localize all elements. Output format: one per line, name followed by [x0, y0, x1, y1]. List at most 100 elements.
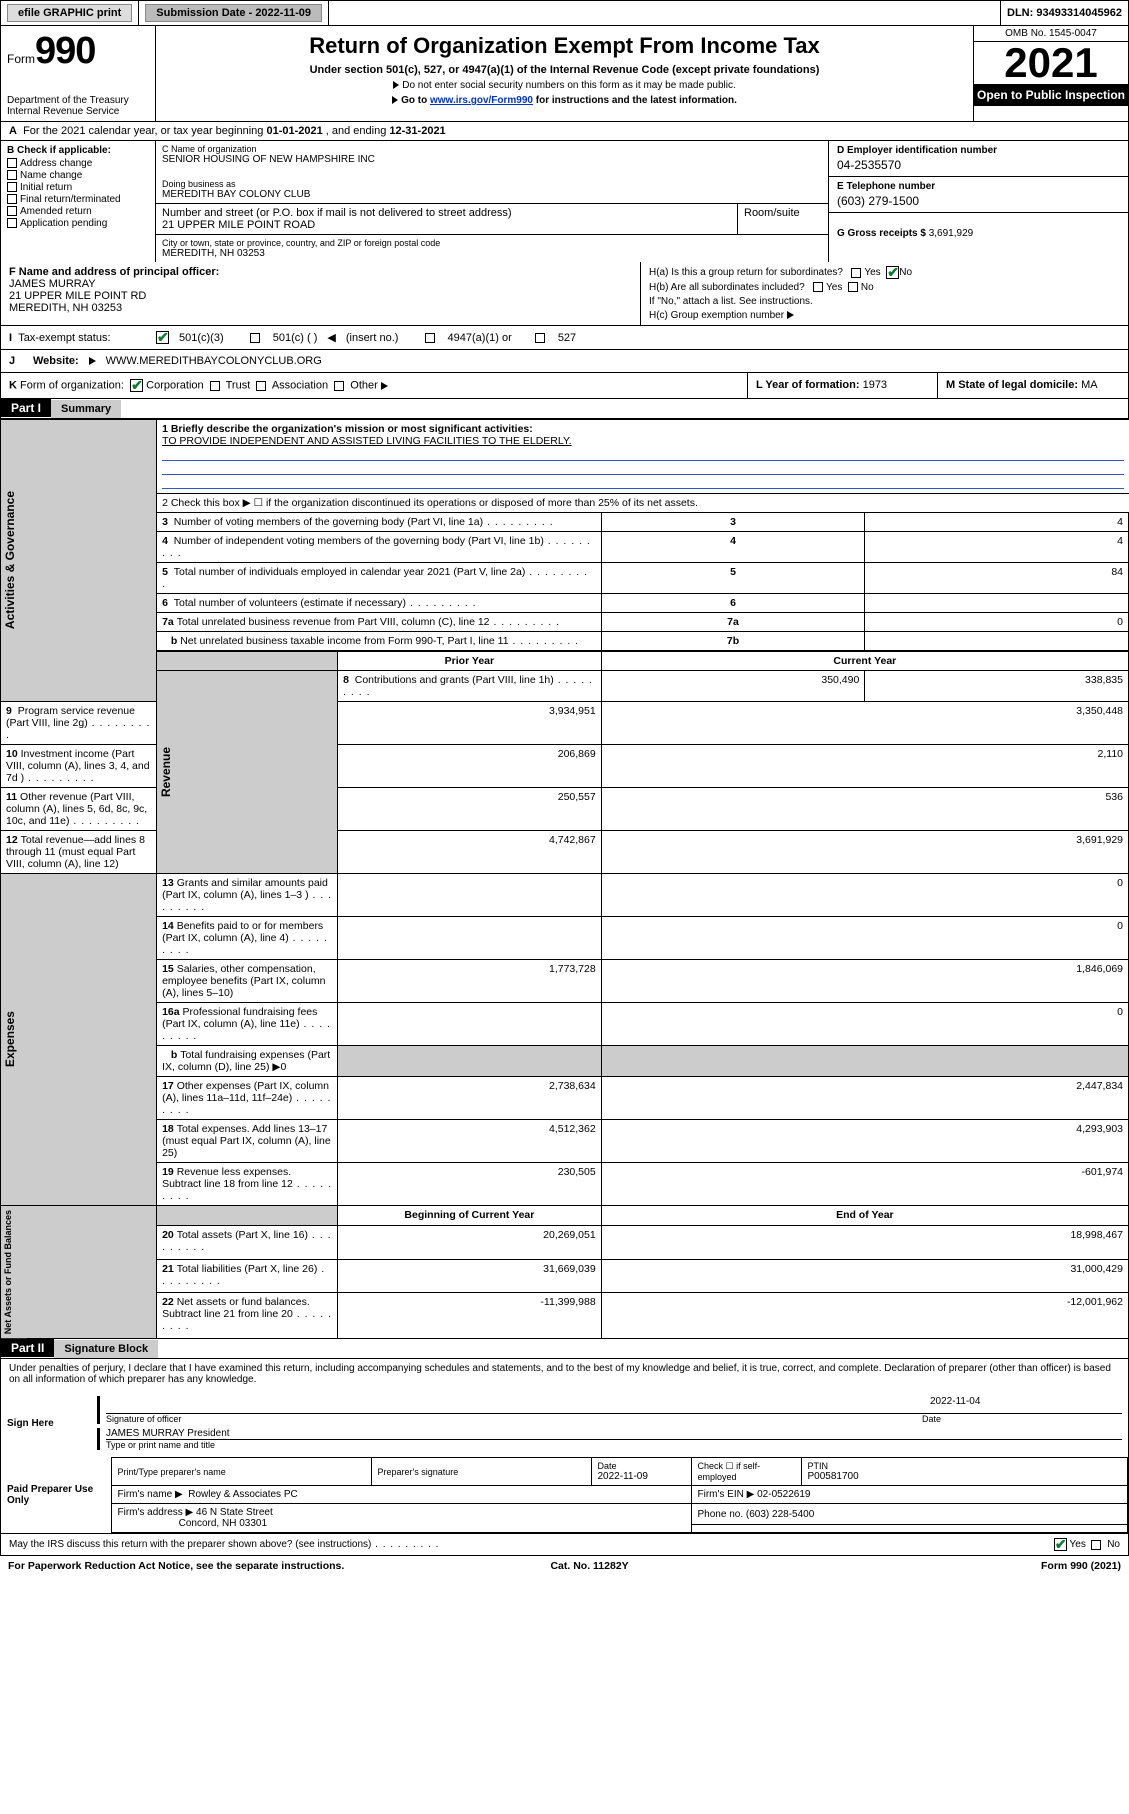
- sign-here-table: Sign Here 2022-11-04 Signature of office…: [1, 1389, 1128, 1457]
- firm-name: Rowley & Associates PC: [188, 1489, 298, 1500]
- part2-title: Signature Block: [54, 1340, 158, 1358]
- side-netassets: Net Assets or Fund Balances: [1, 1206, 27, 1338]
- side-revenue: Revenue: [157, 743, 183, 801]
- tri-icon: [392, 96, 398, 104]
- k-assoc-box[interactable]: [256, 381, 266, 391]
- sum-row-6: 6 Total number of volunteers (estimate i…: [1, 594, 1129, 613]
- hb-yes-box[interactable]: [813, 282, 823, 292]
- org-name: SENIOR HOUSING OF NEW HAMPSHIRE INC: [162, 154, 822, 165]
- sign-here-label: Sign Here: [1, 1389, 91, 1457]
- line-2: 2 Check this box ▶ ☐ if the organization…: [157, 494, 1129, 513]
- form-title: Return of Organization Exempt From Incom…: [166, 33, 963, 59]
- row-j: J Website: WWW.MEREDITHBAYCOLONYCLUB.ORG: [0, 350, 1129, 373]
- tri-icon: [787, 311, 794, 319]
- form-label: Form: [7, 52, 35, 66]
- chk-pending[interactable]: Application pending: [7, 218, 149, 229]
- i-4947-box[interactable]: [425, 333, 435, 343]
- sum-row-5: 5 Total number of individuals employed i…: [1, 563, 1129, 594]
- ty-end: 12-31-2021: [389, 125, 445, 137]
- i-501c-box[interactable]: [250, 333, 260, 343]
- room-label: Room/suite: [744, 207, 822, 219]
- b-label: B Check if applicable:: [7, 145, 149, 156]
- website-link[interactable]: WWW.MEREDITHBAYCOLONYCLUB.ORG: [106, 355, 322, 367]
- block-l: L Year of formation: 1973: [748, 373, 938, 398]
- form-id-block: Form990 Department of the Treasury Inter…: [1, 26, 156, 121]
- ha-no-box[interactable]: [886, 266, 899, 279]
- chk-final[interactable]: Final return/terminated: [7, 194, 149, 205]
- firm-city: Concord, NH 03301: [179, 1518, 267, 1529]
- check-b: B Check if applicable: Address change Na…: [1, 141, 156, 262]
- hb-label: H(b) Are all subordinates included?: [649, 282, 805, 293]
- discuss-no-box[interactable]: [1091, 1540, 1101, 1550]
- k-corp-box[interactable]: [130, 379, 143, 392]
- pp-date: 2022-11-09: [598, 1471, 685, 1482]
- j-lead: J: [9, 355, 23, 367]
- hb-no-box[interactable]: [848, 282, 858, 292]
- col-current-year: Current Year: [601, 651, 1128, 671]
- gross-val: 3,691,929: [929, 228, 974, 239]
- chk-initial[interactable]: Initial return: [7, 182, 149, 193]
- website-label: Website:: [33, 355, 79, 367]
- officer-name: JAMES MURRAY: [9, 278, 632, 290]
- hb-note: If "No," attach a list. See instructions…: [649, 296, 1120, 307]
- chk-name[interactable]: Name change: [7, 170, 149, 181]
- dept-label: Department of the Treasury Internal Reve…: [7, 95, 149, 117]
- firm-ein: 02-0522619: [757, 1489, 810, 1500]
- form-subtitle: Under section 501(c), 527, or 4947(a)(1)…: [166, 64, 963, 76]
- paid-preparer-label: Paid Preparer Use Only: [1, 1458, 111, 1533]
- officer-sig-name: JAMES MURRAY President: [106, 1428, 1122, 1440]
- sig-date: 2022-11-04: [922, 1396, 1122, 1414]
- pp-self-employed[interactable]: Check ☐ if self-employed: [691, 1458, 801, 1486]
- tax-year: 2021: [974, 42, 1128, 84]
- page-footer: For Paperwork Reduction Act Notice, see …: [0, 1556, 1129, 1576]
- cat-no: Cat. No. 11282Y: [550, 1560, 628, 1572]
- irs-link[interactable]: www.irs.gov/Form990: [430, 95, 533, 106]
- state-domicile: MA: [1081, 379, 1098, 391]
- declaration: Under penalties of perjury, I declare th…: [1, 1359, 1128, 1389]
- form-number: 990: [35, 30, 95, 72]
- ptin: P00581700: [808, 1471, 1122, 1482]
- tri-icon: [381, 382, 388, 390]
- chk-amended[interactable]: Amended return: [7, 206, 149, 217]
- topbar-spacer: [329, 1, 1001, 25]
- discuss-yes-box[interactable]: [1054, 1538, 1067, 1551]
- discuss-irs: May the IRS discuss this return with the…: [9, 1539, 439, 1550]
- efile-button[interactable]: efile GRAPHIC print: [7, 4, 132, 22]
- chk-address[interactable]: Address change: [7, 158, 149, 169]
- firm-phone: (603) 228-5400: [746, 1509, 814, 1520]
- sum-row-7a: 7a Total unrelated business revenue from…: [1, 613, 1129, 632]
- hc-label: H(c) Group exemption number: [649, 310, 784, 321]
- part2-badge: Part II: [1, 1339, 54, 1357]
- part-1-header: Part ISummary: [0, 399, 1129, 419]
- phone-val: (603) 279-1500: [837, 194, 1120, 208]
- col-prior-year: Prior Year: [338, 651, 602, 671]
- ha-yes-box[interactable]: [851, 268, 861, 278]
- date-label: Date: [922, 1414, 1122, 1424]
- ty-begin: 01-01-2021: [266, 125, 322, 137]
- year-formation: 1973: [863, 379, 887, 391]
- k-trust-box[interactable]: [210, 381, 220, 391]
- i-527-box[interactable]: [535, 333, 545, 343]
- block-h: H(a) Is this a group return for subordin…: [641, 262, 1128, 325]
- part1-badge: Part I: [1, 399, 51, 417]
- dln: DLN: 93493314045962: [1001, 1, 1128, 25]
- phone-label: E Telephone number: [837, 181, 1120, 192]
- col-boy: Beginning of Current Year: [338, 1206, 602, 1226]
- i-501c3-box[interactable]: [156, 331, 169, 344]
- efile-label: efile GRAPHIC print: [1, 1, 139, 25]
- ha-label: H(a) Is this a group return for subordin…: [649, 267, 843, 278]
- city-val: MEREDITH, NH 03253: [162, 248, 822, 259]
- side-expenses: Expenses: [1, 1007, 27, 1071]
- k-other-box[interactable]: [334, 381, 344, 391]
- block-deg: D Employer identification number 04-2535…: [828, 141, 1128, 262]
- block-k: K Form of organization: Corporation Trus…: [1, 373, 748, 398]
- mission-text: TO PROVIDE INDEPENDENT AND ASSISTED LIVI…: [162, 435, 571, 447]
- addr-label: Number and street (or P.O. box if mail i…: [162, 207, 731, 219]
- ein-val: 04-2535570: [837, 158, 1120, 172]
- part-2-header: Part IISignature Block: [0, 1339, 1129, 1359]
- year-block: OMB No. 1545-0047 2021 Open to Public In…: [973, 26, 1128, 121]
- c-name-label: C Name of organization: [162, 144, 822, 154]
- row-i: I Tax-exempt status: 501(c)(3) 501(c) ( …: [0, 326, 1129, 350]
- section-f-h: F Name and address of principal officer:…: [0, 262, 1129, 326]
- open-public: Open to Public Inspection: [974, 84, 1128, 106]
